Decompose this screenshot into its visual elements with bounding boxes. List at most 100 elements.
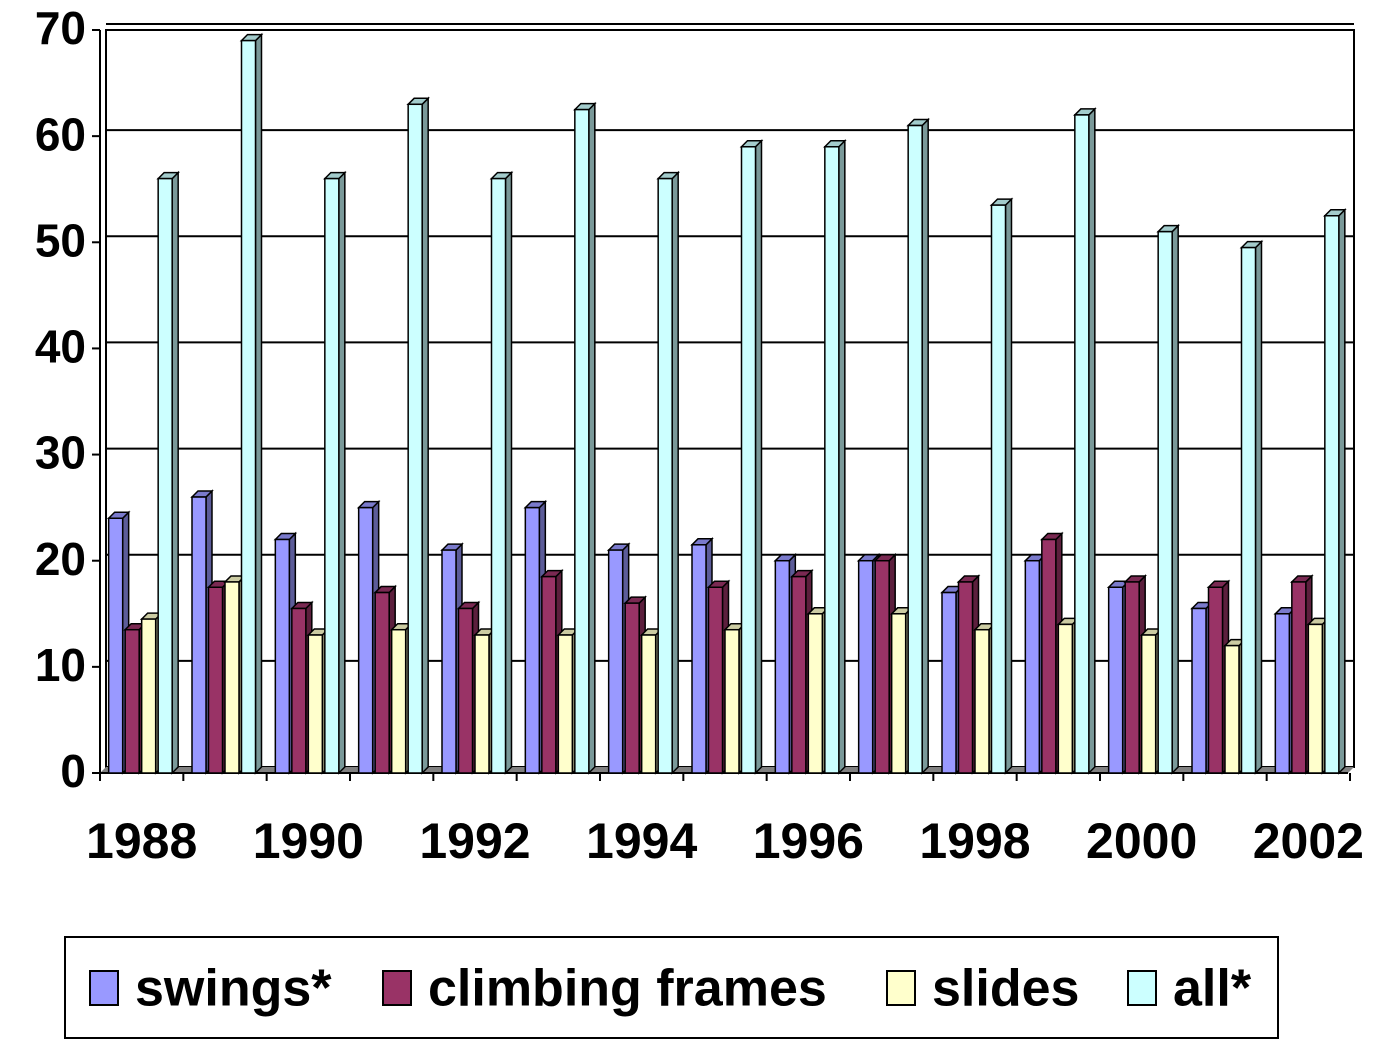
bar: [1140, 634, 1157, 774]
x-tick-label: 1996: [753, 813, 864, 869]
bar: [1307, 623, 1324, 774]
bar: [390, 628, 407, 774]
bar: [207, 586, 224, 774]
bar: [574, 108, 590, 774]
x-tick-label: 1990: [253, 813, 364, 869]
bar: [724, 628, 740, 774]
bar: [407, 103, 423, 774]
bar: [324, 177, 340, 774]
bar: [1157, 230, 1173, 774]
y-tick-label: 20: [35, 533, 86, 585]
bar: [941, 591, 957, 774]
y-tick-label: 40: [35, 321, 86, 373]
bar: [524, 506, 541, 774]
bar-side: [1171, 223, 1179, 775]
bar: [107, 517, 124, 774]
bar: [874, 559, 890, 774]
legend-box: [64, 936, 1279, 1039]
bar-side: [421, 96, 429, 775]
bar: [607, 549, 624, 774]
bar: [1291, 581, 1307, 774]
bar: [740, 146, 757, 774]
legend-swatch: [886, 970, 916, 1006]
bar: [474, 634, 490, 774]
bar: [707, 586, 724, 774]
bar: [1074, 114, 1090, 774]
bar-side: [1004, 197, 1013, 775]
legend-label: slides: [932, 960, 1079, 1018]
bar: [1057, 623, 1074, 774]
bar: [490, 177, 507, 774]
x-tick-label: 1994: [586, 813, 697, 869]
bar: [124, 628, 140, 774]
bar-side: [1254, 239, 1263, 775]
bar: [1207, 586, 1224, 774]
bar-side: [838, 138, 846, 775]
legend-label: climbing frames: [428, 960, 827, 1018]
legend-label: all*: [1173, 960, 1252, 1018]
bar: [640, 634, 657, 774]
bar: [1240, 246, 1257, 774]
bar: [1107, 586, 1124, 774]
bar: [441, 549, 457, 774]
bar: [1224, 644, 1240, 774]
bar: [140, 618, 157, 774]
bar-side: [671, 170, 679, 775]
bar: [791, 575, 807, 774]
bar-side: [921, 117, 929, 775]
bar-side: [754, 138, 763, 775]
bar: [1124, 581, 1140, 774]
bar-side: [1338, 207, 1346, 775]
legend-swatch: [1127, 970, 1157, 1006]
legend-swatch: [382, 970, 412, 1006]
x-tick-label: 1998: [919, 813, 1030, 869]
bar: [907, 124, 923, 774]
bar: [374, 591, 390, 774]
bar: [307, 634, 324, 774]
y-tick-label: 30: [35, 427, 86, 479]
y-tick-label: 70: [35, 2, 86, 54]
bar: [457, 607, 474, 774]
bar: [557, 634, 574, 774]
y-tick-label: 60: [35, 108, 86, 160]
legend-label: swings*: [135, 960, 332, 1018]
bar: [990, 204, 1007, 774]
bar: [191, 496, 207, 774]
x-tick-label: 2000: [1086, 813, 1197, 869]
bar: [157, 177, 173, 774]
bar: [624, 602, 640, 774]
bar: [1041, 538, 1057, 774]
bar: [1024, 559, 1041, 774]
bar: [1324, 215, 1340, 774]
bar-side: [588, 101, 596, 775]
y-tick-label: 0: [60, 745, 86, 797]
bar: [974, 628, 990, 774]
bar-side: [338, 170, 346, 775]
bar: [274, 538, 291, 774]
bar: [357, 506, 374, 774]
x-tick-label: 2002: [1253, 813, 1364, 869]
x-tick-label: 1992: [419, 813, 530, 869]
bar: [291, 607, 307, 774]
y-tick-label: 10: [35, 639, 86, 691]
legend-swatch: [89, 970, 119, 1006]
bar-side: [254, 32, 263, 775]
bar-side: [1088, 107, 1096, 775]
x-tick-label: 1988: [86, 813, 197, 869]
bar: [240, 39, 257, 774]
bar: [824, 146, 840, 774]
bar-side: [504, 170, 513, 775]
bar: [957, 581, 974, 774]
bar: [224, 581, 240, 774]
bar: [691, 544, 707, 774]
bar: [890, 613, 907, 774]
bar: [657, 177, 673, 774]
y-tick-label: 50: [35, 214, 86, 266]
bar: [1274, 613, 1291, 774]
bar: [541, 575, 557, 774]
bar-side: [171, 170, 179, 775]
bar: [774, 559, 791, 774]
bar: [1191, 607, 1207, 774]
bar: [857, 559, 874, 774]
